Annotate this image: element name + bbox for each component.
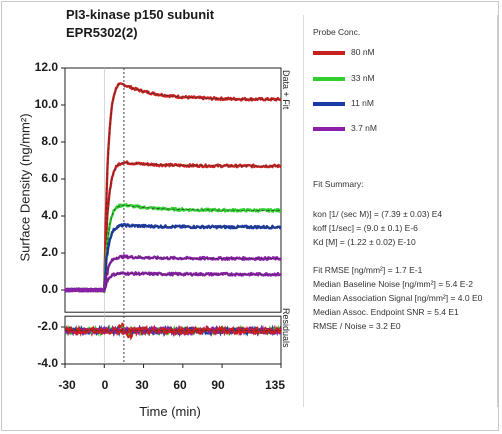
legend-swatch [313, 127, 345, 131]
y-tick-label: 12.0 [34, 60, 58, 74]
fit-summary-heading: Fit Summary: [313, 179, 364, 189]
fit-summary-line: Fit RMSE [ng/mm²] = 1.7 E-1 [313, 265, 423, 275]
x-tick-label: 30 [135, 378, 149, 392]
legend-label: 11 nM [351, 98, 374, 108]
x-axis-label: Time (min) [139, 404, 201, 419]
fit-summary-line: Median Assoc. Endpoint SNR = 5.4 E1 [313, 307, 459, 317]
legend-swatch [313, 102, 345, 106]
fit-summary-line: kon [1/ (sec M)] = (7.39 ± 0.03) E4 [313, 209, 443, 219]
y-tick-label: 4.0 [41, 208, 58, 222]
fit-summary-line: Median Association Signal [ng/mm²] = 4.0… [313, 293, 483, 303]
legend-label: 80 nM [351, 47, 375, 57]
y-tick-label: 2.0 [41, 245, 58, 259]
series-line-2 [64, 202, 282, 294]
series-fit-5 [103, 273, 280, 291]
legend-label: 33 nM [351, 73, 375, 83]
series-fit-4 [103, 256, 280, 291]
fit-summary-line: Kd [M] = (1.22 ± 0.02) E-10 [313, 237, 416, 247]
fit-summary-line: koff [1/sec] = (9.0 ± 0.1) E-6 [313, 223, 418, 233]
series-fit-3 [103, 224, 280, 291]
y-tick-label: -4.0 [37, 356, 58, 370]
series-fit-0 [103, 84, 280, 291]
series-fit-2 [103, 204, 280, 291]
legend-swatch [313, 77, 345, 81]
x-tick-label: -30 [58, 378, 76, 392]
y-axis-label: Surface Density (ng/mm²) [17, 113, 33, 262]
x-tick-label: 60 [173, 378, 187, 392]
residual-line-4 [64, 324, 282, 337]
y-tick-label: 0.0 [41, 282, 58, 296]
x-tick-label: 0 [101, 378, 109, 392]
residuals-panel-label: Residuals [281, 308, 291, 348]
y-tick-label: 10.0 [34, 97, 58, 111]
data-fit-panel-border [64, 67, 282, 313]
legend-swatch [313, 51, 345, 55]
chart-title-line-1: PI3-kinase p150 subunit [66, 7, 215, 22]
legend-title: Probe Conc. [313, 27, 361, 37]
residuals-panel-border [64, 315, 282, 365]
info-panel [303, 15, 498, 407]
data-fit-panel-label: Data + Fit [281, 70, 291, 110]
x-tick-label: 90 [211, 378, 225, 392]
fit-summary-line: Median Baseline Noise [ng/mm²] = 5.4 E-2 [313, 279, 473, 289]
x-tick-label: 135 [264, 378, 286, 392]
y-tick-label: -2.0 [37, 319, 58, 333]
fit-summary-line: RMSE / Noise = 3.2 E0 [313, 321, 401, 331]
legend-label: 3.7 nM [351, 123, 377, 133]
y-tick-label: 8.0 [41, 134, 58, 148]
chart-title-line-2: EPR5302(2) [66, 25, 138, 40]
y-tick-label: 6.0 [41, 171, 58, 185]
series-fit-1 [103, 162, 280, 291]
series-line-5 [64, 271, 282, 293]
